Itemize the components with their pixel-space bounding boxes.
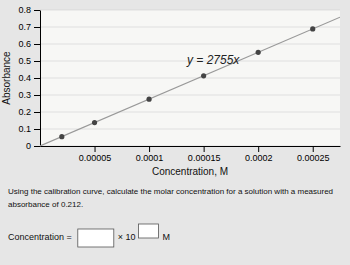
y-tick-label: 0.8 xyxy=(18,5,31,15)
y-tick-label: 0.4 xyxy=(18,73,31,83)
point xyxy=(201,73,206,78)
y-tick-label: 0.5 xyxy=(18,56,31,66)
y-tick-label: 0.7 xyxy=(18,22,31,32)
y-tick: 0.3 xyxy=(18,90,40,100)
y-tick-label: 0 xyxy=(26,141,31,151)
x-tick-label: 0.00005 xyxy=(79,153,112,163)
point xyxy=(310,26,315,31)
y-axis-label: Absorbance xyxy=(1,51,12,105)
point xyxy=(59,134,64,139)
marks xyxy=(40,17,340,146)
points xyxy=(59,26,315,139)
y-tick-mark xyxy=(34,44,40,45)
x-axis: 0.00005 0.0001 0.00015 0.0002 0.00025 xyxy=(41,146,341,163)
answer-box xyxy=(78,229,114,247)
grid-line xyxy=(40,146,340,147)
y-tick: 0.2 xyxy=(18,107,40,117)
x-tick-mark xyxy=(204,146,205,152)
x-tick: 0.0002 xyxy=(245,146,273,163)
x-tick-mark xyxy=(149,146,150,152)
instruction-text: Using the calibration curve, calculate t… xyxy=(8,187,333,196)
point xyxy=(256,50,261,55)
y-tick: 0.7 xyxy=(18,22,40,32)
x-tick: 0.00005 xyxy=(79,146,112,163)
y-tick-label: 0.6 xyxy=(18,39,31,49)
y-tick-label: 0.2 xyxy=(18,107,31,117)
x-tick-mark xyxy=(95,146,96,152)
y-tick-mark xyxy=(34,61,40,62)
y-tick: 0.4 xyxy=(18,73,40,83)
y-tick: 0.1 xyxy=(18,124,40,134)
plot-background xyxy=(40,10,340,146)
answer-label: Concentration = xyxy=(8,232,72,242)
grid-line xyxy=(40,10,340,11)
y-axis-line xyxy=(40,11,41,147)
grid-line xyxy=(40,78,340,79)
x-tick-label: 0.00025 xyxy=(297,153,330,163)
y-tick-mark xyxy=(34,10,40,11)
grid-line xyxy=(40,27,340,28)
grid xyxy=(40,10,340,146)
y-tick: 0 xyxy=(26,141,40,151)
x-tick-mark xyxy=(313,146,314,152)
x-axis-line xyxy=(41,146,341,147)
y-tick-mark xyxy=(34,78,40,79)
x-tick-label: 0.0001 xyxy=(136,153,164,163)
y-axis: 0 0.1 0.2 0.3 0.4 0.5 0.6 0.7 0.8 xyxy=(18,5,40,151)
instruction-text: absorbance of 0.212. xyxy=(8,200,83,209)
grid-line xyxy=(40,95,340,96)
y-tick: 0.5 xyxy=(18,56,40,66)
y-tick-mark xyxy=(34,95,40,96)
y-tick: 0.6 xyxy=(18,39,40,49)
answer-unit: M xyxy=(163,232,171,242)
y-tick-mark xyxy=(34,112,40,113)
y-tick: 0.8 xyxy=(18,5,40,15)
x-tick: 0.00015 xyxy=(188,146,221,163)
fit-line xyxy=(40,17,340,146)
y-tick-mark xyxy=(34,129,40,130)
x-tick: 0.00025 xyxy=(297,146,330,163)
grid-line xyxy=(40,44,340,45)
x-axis-label: Concentration, M xyxy=(152,166,228,177)
x-tick: 0.0001 xyxy=(136,146,164,163)
y-tick-mark xyxy=(34,27,40,28)
equation-label: y = 2755x xyxy=(186,53,240,67)
chart: 0.00005 0.0001 0.00015 0.0002 0.00025 0 0.1 0.2… xyxy=(0,0,350,265)
grid-line xyxy=(40,129,340,130)
y-tick-label: 0.1 xyxy=(18,124,31,134)
exponent-box xyxy=(139,224,159,238)
background xyxy=(0,0,350,265)
y-tick-mark xyxy=(34,146,40,147)
grid-line xyxy=(40,112,340,113)
x-tick-label: 0.0002 xyxy=(245,153,273,163)
point xyxy=(146,97,151,102)
answer-suffix: × 10 xyxy=(118,232,136,242)
x-tick-label: 0.00015 xyxy=(188,153,221,163)
point xyxy=(92,120,97,125)
x-tick-mark xyxy=(258,146,259,152)
y-tick-label: 0.3 xyxy=(18,90,31,100)
